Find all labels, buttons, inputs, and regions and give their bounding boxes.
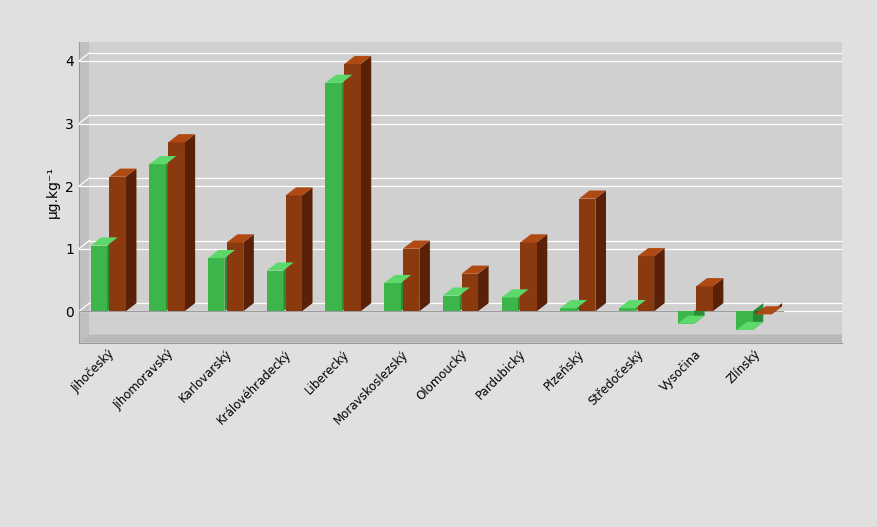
Polygon shape xyxy=(518,289,529,311)
Polygon shape xyxy=(208,258,225,311)
Polygon shape xyxy=(443,296,460,311)
Polygon shape xyxy=(502,289,529,297)
Polygon shape xyxy=(577,300,588,311)
Polygon shape xyxy=(184,134,196,311)
Polygon shape xyxy=(208,250,235,258)
Polygon shape xyxy=(401,275,411,311)
Polygon shape xyxy=(107,237,118,311)
Polygon shape xyxy=(110,169,137,177)
Polygon shape xyxy=(502,297,518,311)
Polygon shape xyxy=(149,164,166,311)
Polygon shape xyxy=(325,83,342,311)
Polygon shape xyxy=(560,300,588,308)
Polygon shape xyxy=(403,240,430,249)
Polygon shape xyxy=(267,262,294,270)
Polygon shape xyxy=(537,235,547,311)
Polygon shape xyxy=(126,169,137,311)
Polygon shape xyxy=(79,34,89,343)
Polygon shape xyxy=(696,286,713,311)
Polygon shape xyxy=(227,242,243,311)
Polygon shape xyxy=(89,34,852,335)
Polygon shape xyxy=(267,270,283,311)
Polygon shape xyxy=(384,283,401,311)
Polygon shape xyxy=(619,308,635,311)
Y-axis label: µg.kg⁻¹: µg.kg⁻¹ xyxy=(46,167,60,218)
Polygon shape xyxy=(243,235,253,311)
Polygon shape xyxy=(560,308,577,311)
Polygon shape xyxy=(619,300,645,308)
Polygon shape xyxy=(90,246,107,311)
Polygon shape xyxy=(461,266,488,274)
Polygon shape xyxy=(90,237,118,246)
Polygon shape xyxy=(638,256,654,311)
Polygon shape xyxy=(110,177,126,311)
Polygon shape xyxy=(520,235,547,242)
Polygon shape xyxy=(755,306,782,315)
Polygon shape xyxy=(755,311,772,315)
Polygon shape xyxy=(168,134,196,142)
Polygon shape xyxy=(461,274,478,311)
Polygon shape xyxy=(694,303,704,324)
Polygon shape xyxy=(696,278,724,286)
Polygon shape xyxy=(149,156,176,164)
Polygon shape xyxy=(286,196,302,311)
Polygon shape xyxy=(227,235,253,242)
Polygon shape xyxy=(638,248,665,256)
Polygon shape xyxy=(283,262,294,311)
Polygon shape xyxy=(403,249,419,311)
Polygon shape xyxy=(772,303,782,315)
Polygon shape xyxy=(478,266,488,311)
Polygon shape xyxy=(654,248,665,311)
Polygon shape xyxy=(520,242,537,311)
Polygon shape xyxy=(360,56,371,311)
Polygon shape xyxy=(225,250,235,311)
Polygon shape xyxy=(443,288,470,296)
Polygon shape xyxy=(579,199,595,311)
Polygon shape xyxy=(166,156,176,311)
Polygon shape xyxy=(419,240,430,311)
Polygon shape xyxy=(325,75,353,83)
Polygon shape xyxy=(737,311,752,330)
Polygon shape xyxy=(579,190,606,199)
Polygon shape xyxy=(595,190,606,311)
Polygon shape xyxy=(79,335,852,343)
Polygon shape xyxy=(344,56,371,64)
Polygon shape xyxy=(286,188,312,196)
Polygon shape xyxy=(678,316,704,324)
Polygon shape xyxy=(342,75,353,311)
Polygon shape xyxy=(384,275,411,283)
Polygon shape xyxy=(460,288,470,311)
Polygon shape xyxy=(737,322,763,330)
Polygon shape xyxy=(678,311,694,324)
Polygon shape xyxy=(168,142,184,311)
Polygon shape xyxy=(752,303,763,330)
Polygon shape xyxy=(635,300,645,311)
Polygon shape xyxy=(713,278,724,311)
Polygon shape xyxy=(302,188,312,311)
Polygon shape xyxy=(344,64,360,311)
